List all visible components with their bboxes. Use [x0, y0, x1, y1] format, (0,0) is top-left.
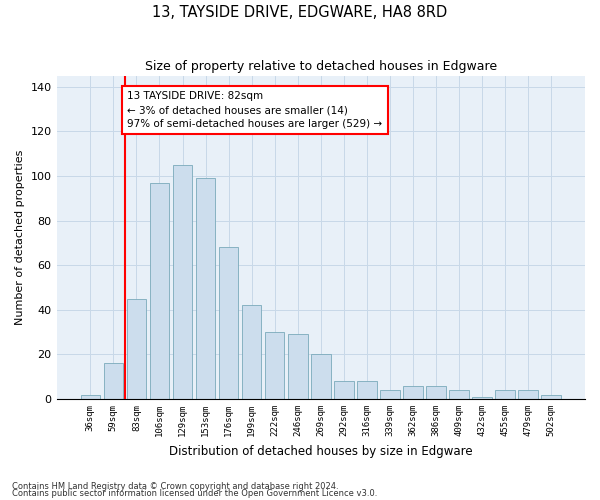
Bar — [80, 394, 100, 399]
Bar — [541, 394, 561, 399]
Bar — [380, 390, 400, 399]
Bar — [472, 397, 492, 399]
Text: Contains public sector information licensed under the Open Government Licence v3: Contains public sector information licen… — [12, 489, 377, 498]
Bar — [265, 332, 284, 399]
Bar — [149, 182, 169, 399]
Text: 13 TAYSIDE DRIVE: 82sqm
← 3% of detached houses are smaller (14)
97% of semi-det: 13 TAYSIDE DRIVE: 82sqm ← 3% of detached… — [127, 91, 382, 129]
Bar — [426, 386, 446, 399]
Bar — [242, 306, 262, 399]
Bar — [311, 354, 331, 399]
Bar — [449, 390, 469, 399]
Bar — [403, 386, 423, 399]
Bar — [496, 390, 515, 399]
Text: Contains HM Land Registry data © Crown copyright and database right 2024.: Contains HM Land Registry data © Crown c… — [12, 482, 338, 491]
Title: Size of property relative to detached houses in Edgware: Size of property relative to detached ho… — [145, 60, 497, 73]
Bar — [288, 334, 308, 399]
Y-axis label: Number of detached properties: Number of detached properties — [15, 150, 25, 325]
Bar — [104, 364, 123, 399]
Bar — [219, 248, 238, 399]
Text: 13, TAYSIDE DRIVE, EDGWARE, HA8 8RD: 13, TAYSIDE DRIVE, EDGWARE, HA8 8RD — [152, 5, 448, 20]
Bar — [357, 381, 377, 399]
Bar — [173, 165, 193, 399]
X-axis label: Distribution of detached houses by size in Edgware: Distribution of detached houses by size … — [169, 444, 473, 458]
Bar — [196, 178, 215, 399]
Bar — [518, 390, 538, 399]
Bar — [127, 298, 146, 399]
Bar — [334, 381, 353, 399]
